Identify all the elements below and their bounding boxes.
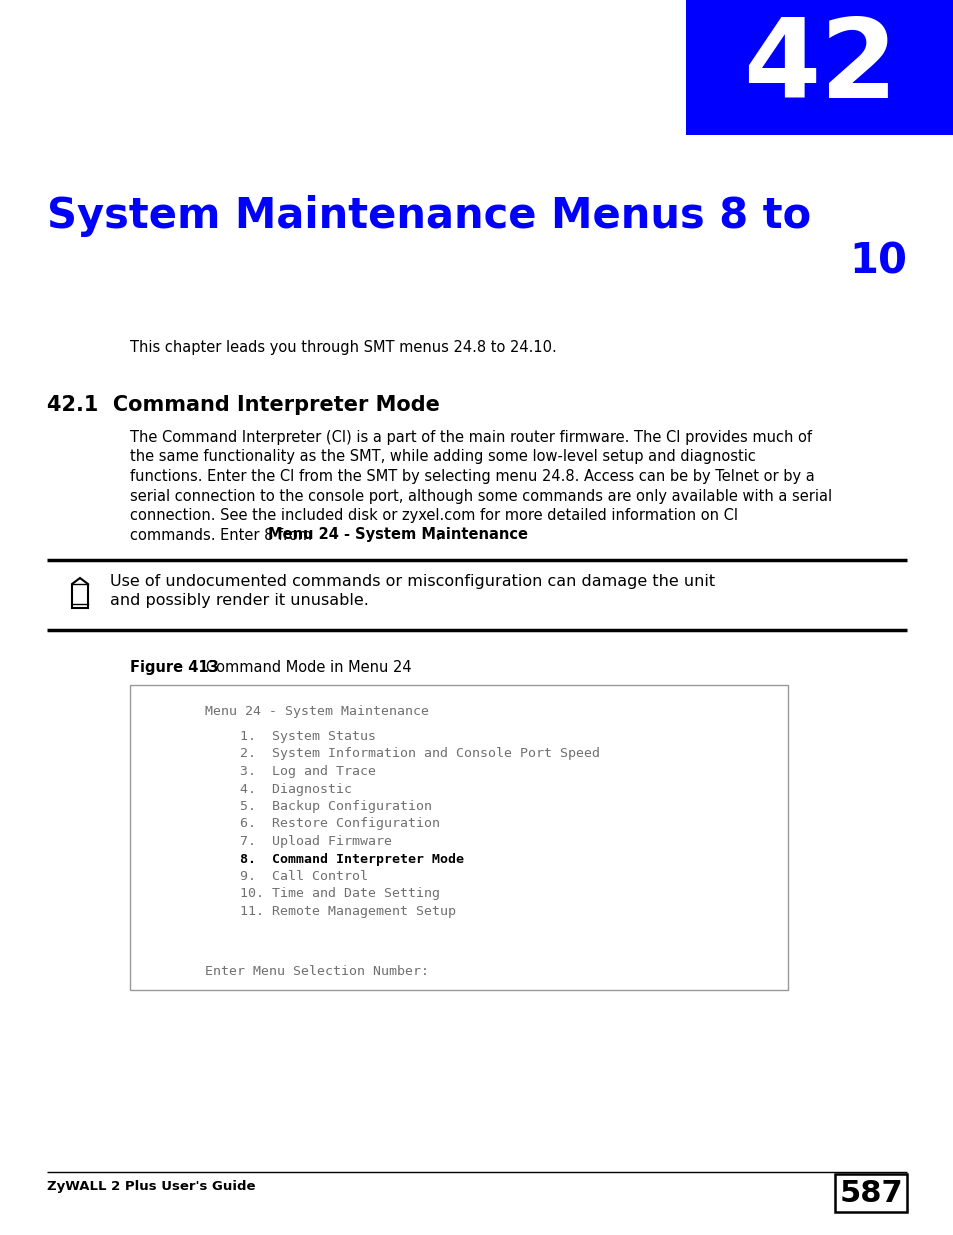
Text: System Maintenance Menus 8 to: System Maintenance Menus 8 to [47,195,810,237]
Text: 11. Remote Management Setup: 11. Remote Management Setup [240,905,456,918]
Text: ZyWALL 2 Plus User's Guide: ZyWALL 2 Plus User's Guide [47,1179,255,1193]
Text: Figure 413: Figure 413 [130,659,218,676]
Text: and possibly render it unusable.: and possibly render it unusable. [110,593,369,608]
Text: Command Mode in Menu 24: Command Mode in Menu 24 [192,659,411,676]
Text: 2.  System Information and Console Port Speed: 2. System Information and Console Port S… [240,747,599,761]
Text: Enter Menu Selection Number:: Enter Menu Selection Number: [205,965,429,978]
Text: Menu 24 - System Maintenance: Menu 24 - System Maintenance [267,527,527,542]
Text: 6.  Restore Configuration: 6. Restore Configuration [240,818,439,830]
Text: 7.  Upload Firmware: 7. Upload Firmware [240,835,392,848]
Text: This chapter leads you through SMT menus 24.8 to 24.10.: This chapter leads you through SMT menus… [130,340,557,354]
Text: 4.  Diagnostic: 4. Diagnostic [240,783,352,795]
Text: Use of undocumented commands or misconfiguration can damage the unit: Use of undocumented commands or misconfi… [110,574,715,589]
Text: connection. See the included disk or zyxel.com for more detailed information on : connection. See the included disk or zyx… [130,508,738,522]
Text: 42: 42 [742,14,897,121]
Bar [834,1174,906,1212]
Text: commands. Enter 8 from: commands. Enter 8 from [130,527,316,542]
Text: functions. Enter the CI from the SMT by selecting menu 24.8. Access can be by Te: functions. Enter the CI from the SMT by … [130,469,814,484]
Text: .: . [435,527,439,542]
Text: the same functionality as the SMT, while adding some low-level setup and diagnos: the same functionality as the SMT, while… [130,450,755,464]
Text: 3.  Log and Trace: 3. Log and Trace [240,764,375,778]
Text: 10. Time and Date Setting: 10. Time and Date Setting [240,888,439,900]
Text: serial connection to the console port, although some commands are only available: serial connection to the console port, a… [130,489,831,504]
Text: 8.  Command Interpreter Mode: 8. Command Interpreter Mode [240,852,463,866]
Text: 5.  Backup Configuration: 5. Backup Configuration [240,800,432,813]
Text: 42.1  Command Interpreter Mode: 42.1 Command Interpreter Mode [47,395,439,415]
Text: 10: 10 [848,240,906,282]
Text: Menu 24 - System Maintenance: Menu 24 - System Maintenance [205,705,429,718]
Text: 587: 587 [839,1178,902,1208]
Text: 1.  System Status: 1. System Status [240,730,375,743]
Bar [685,0,953,135]
Bar [130,685,787,990]
Text: The Command Interpreter (CI) is a part of the main router firmware. The CI provi: The Command Interpreter (CI) is a part o… [130,430,811,445]
Text: 9.  Call Control: 9. Call Control [240,869,368,883]
